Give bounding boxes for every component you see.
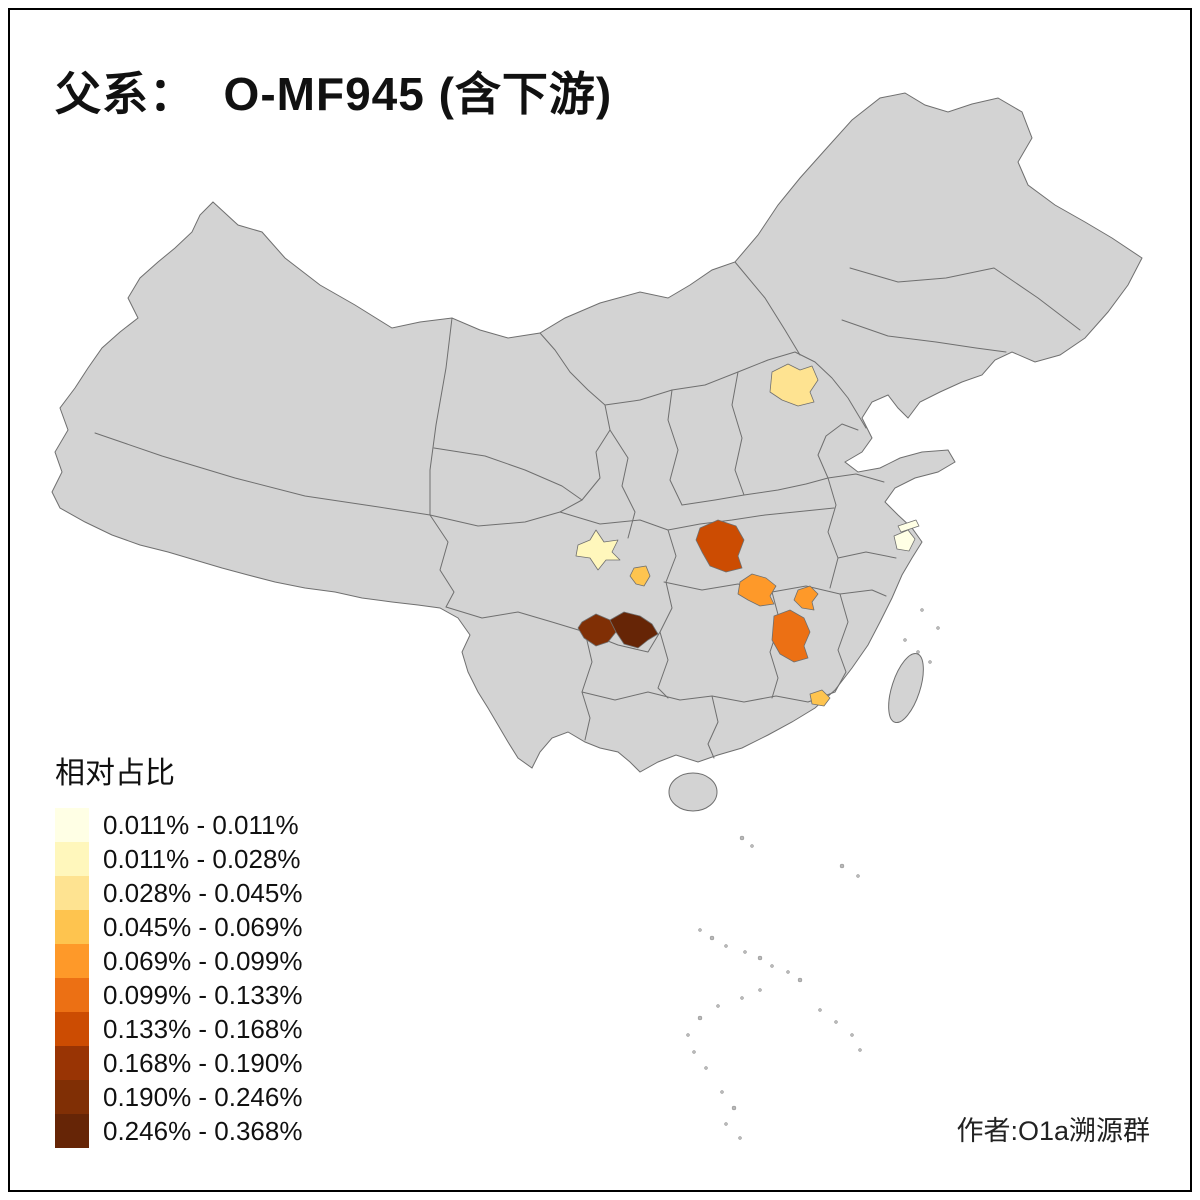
legend-swatch bbox=[55, 910, 89, 944]
page-title: 父系： O-MF945 (含下游) bbox=[55, 68, 613, 120]
legend-item: 0.011% - 0.011% bbox=[55, 808, 302, 842]
legend-swatch bbox=[55, 1114, 89, 1148]
taiwan-island bbox=[888, 652, 924, 724]
legend-label: 0.011% - 0.028% bbox=[103, 844, 301, 874]
region-jiangxi-north bbox=[793, 585, 819, 611]
legend-label: 0.069% - 0.099% bbox=[103, 946, 303, 976]
region-hubei-south bbox=[737, 573, 777, 607]
hainan-island bbox=[668, 772, 718, 812]
legend-label: 0.133% - 0.168% bbox=[103, 1014, 303, 1044]
region-shanghai bbox=[893, 529, 916, 552]
region-shanghai-island bbox=[897, 519, 920, 533]
legend-swatch bbox=[55, 978, 89, 1012]
china-mainland bbox=[51, 92, 1143, 773]
legend-swatch bbox=[55, 1080, 89, 1114]
region-guizhou-east bbox=[609, 611, 659, 649]
region-chongqing-west bbox=[629, 565, 651, 587]
province-borders bbox=[94, 261, 1081, 759]
south-china-sea-islands bbox=[686, 608, 940, 1140]
region-hunan-jiangxi bbox=[771, 609, 811, 663]
legend-item: 0.190% - 0.246% bbox=[55, 1080, 302, 1114]
legend-swatch bbox=[55, 842, 89, 876]
region-sichuan-west bbox=[575, 529, 621, 571]
region-fujian-guangdong-coast bbox=[809, 689, 831, 707]
legend-label: 0.011% - 0.011% bbox=[103, 810, 299, 840]
region-hebei bbox=[769, 363, 819, 407]
legend-swatch bbox=[55, 1046, 89, 1080]
legend-swatch bbox=[55, 808, 89, 842]
highlighted-regions bbox=[575, 363, 920, 707]
author-credit: 作者:O1a溯源群 bbox=[956, 1116, 1150, 1146]
legend-item: 0.069% - 0.099% bbox=[55, 944, 302, 978]
region-guizhou-west bbox=[577, 613, 617, 647]
legend: 相对占比 0.011% - 0.011% 0.011% - 0.028% 0.0… bbox=[55, 748, 302, 1148]
legend-item: 0.133% - 0.168% bbox=[55, 1012, 302, 1046]
legend-item: 0.099% - 0.133% bbox=[55, 978, 302, 1012]
legend-item: 0.168% - 0.190% bbox=[55, 1046, 302, 1080]
legend-label: 0.168% - 0.190% bbox=[103, 1048, 303, 1078]
legend-label: 0.190% - 0.246% bbox=[103, 1082, 303, 1112]
region-hubei-west bbox=[695, 519, 745, 573]
legend-swatch bbox=[55, 876, 89, 910]
legend-swatch bbox=[55, 944, 89, 978]
legend-label: 0.246% - 0.368% bbox=[103, 1116, 303, 1146]
legend-label: 0.045% - 0.069% bbox=[103, 912, 303, 942]
legend-label: 0.028% - 0.045% bbox=[103, 878, 303, 908]
legend-item: 0.246% - 0.368% bbox=[55, 1114, 302, 1148]
legend-swatch bbox=[55, 1012, 89, 1046]
legend-label: 0.099% - 0.133% bbox=[103, 980, 303, 1010]
legend-item: 0.011% - 0.028% bbox=[55, 842, 302, 876]
legend-title: 相对占比 bbox=[55, 757, 175, 790]
legend-item: 0.028% - 0.045% bbox=[55, 876, 302, 910]
legend-item: 0.045% - 0.069% bbox=[55, 910, 302, 944]
